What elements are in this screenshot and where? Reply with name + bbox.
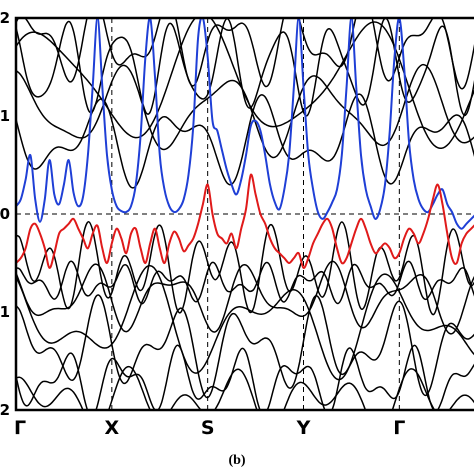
band-line-black (16, 264, 474, 381)
x-tick-label: Γ (14, 417, 26, 439)
band-line-black (16, 344, 474, 410)
x-tick-label: X (105, 417, 120, 439)
y-tick-label: 2 (0, 401, 10, 419)
band-line-black (16, 93, 474, 189)
figure-caption: (b) (228, 453, 245, 468)
y-tick-label: 1 (0, 107, 10, 125)
x-tick-label: S (201, 417, 215, 439)
band-line-blue (16, 18, 474, 230)
band-line-red (16, 173, 474, 269)
x-tick-label: Γ (393, 417, 405, 439)
y-tick-label: 2 (0, 9, 10, 27)
plot-frame (14, 16, 474, 412)
y-tick-label: 1 (0, 303, 10, 321)
y-tick-label: 0 (0, 205, 10, 223)
y-tick-labels: 2 1 0 1 2 (0, 9, 10, 419)
x-tick-label: Y (296, 417, 311, 439)
band-line-black (16, 294, 474, 399)
band-line-black (16, 221, 474, 316)
